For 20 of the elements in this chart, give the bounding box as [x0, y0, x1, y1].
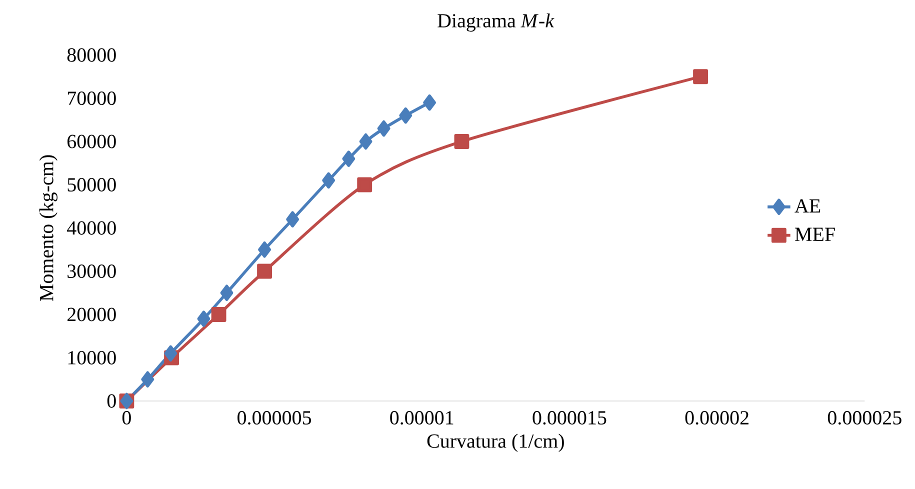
x-tick-label: 0.00001 — [390, 411, 454, 425]
y-tick-label: 50000 — [68, 178, 116, 192]
legend-label: MEF — [795, 228, 835, 241]
y-axis-title: Momento (kg-cm) — [39, 155, 58, 301]
x-tick-label: 0.000015 — [532, 411, 606, 425]
y-tick-label: 10000 — [68, 350, 116, 364]
y-tick-label: 80000 — [67, 48, 116, 62]
x-tick-label: 0.000025 — [828, 411, 902, 425]
x-axis-title: Curvatura (1/cm) — [427, 434, 564, 452]
legend-label: AE — [794, 199, 820, 212]
y-tick-label: 0 — [107, 394, 116, 408]
y-tick-label: 20000 — [68, 308, 116, 322]
y-tick-label: 30000 — [68, 264, 116, 278]
x-tick-label: 0 — [122, 411, 131, 425]
y-tick-label: 40000 — [67, 221, 116, 235]
x-tick-label: 0.000005 — [238, 411, 311, 425]
y-tick-label: 60000 — [67, 134, 116, 148]
x-tick-label: 0.00002 — [685, 411, 748, 425]
chart-title: Diagrama M-k — [438, 13, 554, 32]
y-tick-label: 70000 — [68, 92, 116, 105]
